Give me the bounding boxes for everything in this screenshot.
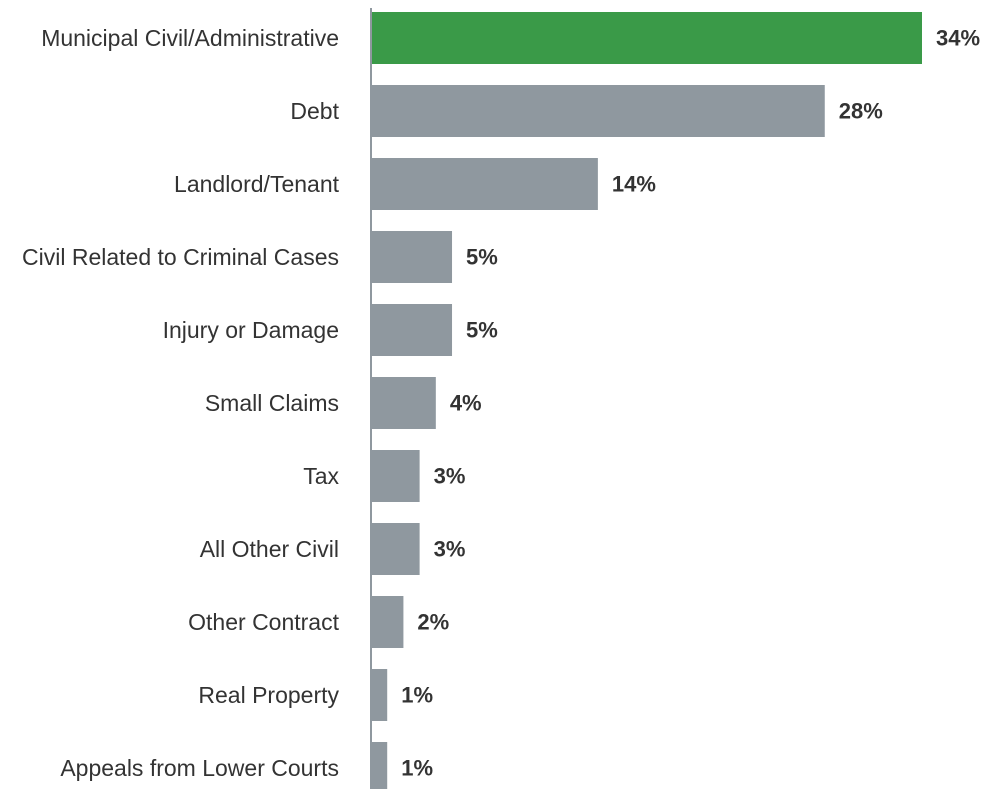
- value-label: 1%: [401, 756, 433, 781]
- value-label: 1%: [401, 683, 433, 708]
- value-label: 34%: [936, 26, 980, 51]
- category-label: Municipal Civil/Administrative: [41, 25, 339, 51]
- bar-7: [371, 523, 420, 575]
- category-label: Small Claims: [205, 390, 339, 416]
- bar-5: [371, 377, 436, 429]
- category-label: Real Property: [198, 682, 339, 708]
- value-label: 14%: [612, 172, 656, 197]
- bar-2: [371, 158, 598, 210]
- category-label: Debt: [290, 98, 339, 124]
- bar-1: [371, 85, 825, 137]
- value-label: 2%: [417, 610, 449, 635]
- bar-6: [371, 450, 420, 502]
- bar-4: [371, 304, 453, 356]
- category-label: Other Contract: [188, 609, 339, 635]
- bar-9: [371, 669, 388, 721]
- category-label: All Other Civil: [200, 536, 339, 562]
- category-label: Appeals from Lower Courts: [60, 755, 339, 781]
- value-label: 5%: [466, 245, 498, 270]
- bar-3: [371, 231, 453, 283]
- value-label: 5%: [466, 318, 498, 343]
- category-label: Civil Related to Criminal Cases: [22, 244, 339, 270]
- bar-0: [371, 12, 922, 64]
- category-label: Injury or Damage: [163, 317, 339, 343]
- bar-10: [371, 742, 388, 794]
- category-label: Tax: [303, 463, 339, 489]
- category-label: Landlord/Tenant: [174, 171, 340, 197]
- value-label: 4%: [450, 391, 482, 416]
- value-label: 3%: [434, 537, 466, 562]
- value-label: 28%: [839, 99, 883, 124]
- bar-8: [371, 596, 404, 648]
- value-label: 3%: [434, 464, 466, 489]
